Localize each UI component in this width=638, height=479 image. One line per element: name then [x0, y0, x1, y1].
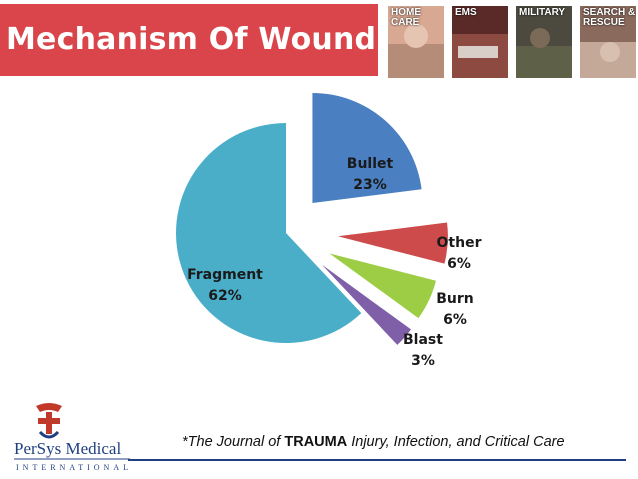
thumbnail-label: HOME CARE	[391, 7, 421, 28]
pie-slice-other	[337, 222, 448, 264]
citation-prefix: *The Journal of	[182, 434, 285, 450]
pie-slice-bullet	[312, 92, 422, 203]
search-rescue-photo-icon	[580, 6, 636, 78]
company-logo: PerSys Medical INTERNATIONAL	[12, 402, 132, 474]
thumbnail-military: MILITARY	[516, 6, 572, 78]
home-care-photo-icon	[388, 6, 444, 78]
thumbnail-home-care: HOME CARE	[388, 6, 444, 78]
ems-photo-icon	[452, 6, 508, 78]
persys-medical-logo-icon: PerSys Medical INTERNATIONAL	[14, 403, 132, 472]
logo-subtitle-text: INTERNATIONAL	[16, 463, 132, 472]
citation: *The Journal of TRAUMA Injury, Infection…	[182, 434, 565, 450]
military-photo-icon	[516, 6, 572, 78]
citation-journal: TRAUMA	[284, 434, 348, 450]
pie-slice-fragment	[175, 123, 362, 343]
footer-divider	[128, 459, 626, 461]
thumbnail-label: MILITARY	[519, 7, 566, 18]
thumbnail-label: EMS	[455, 7, 477, 18]
slice-label-blast: Blast 3%	[403, 332, 443, 369]
pie-slice-blast	[322, 264, 411, 345]
slice-label-burn: Burn 6%	[436, 291, 474, 328]
thumbnail-ems: EMS	[452, 6, 508, 78]
slice-label-fragment: Fragment 62%	[187, 267, 263, 304]
thumbnail-search-rescue: SEARCH & RESCUE	[580, 6, 636, 78]
slice-label-other: Other 6%	[436, 235, 482, 272]
citation-suffix: Injury, Infection, and Critical Care	[347, 434, 565, 450]
pie-slice-burn	[329, 253, 436, 319]
thumbnail-label: SEARCH & RESCUE	[583, 7, 636, 28]
logo-brand-text: PerSys Medical	[14, 439, 121, 458]
page-title: Mechanism Of Wounding	[6, 22, 430, 57]
slice-label-bullet: Bullet 23%	[346, 156, 394, 193]
title-banner: Mechanism Of Wounding	[0, 4, 430, 76]
